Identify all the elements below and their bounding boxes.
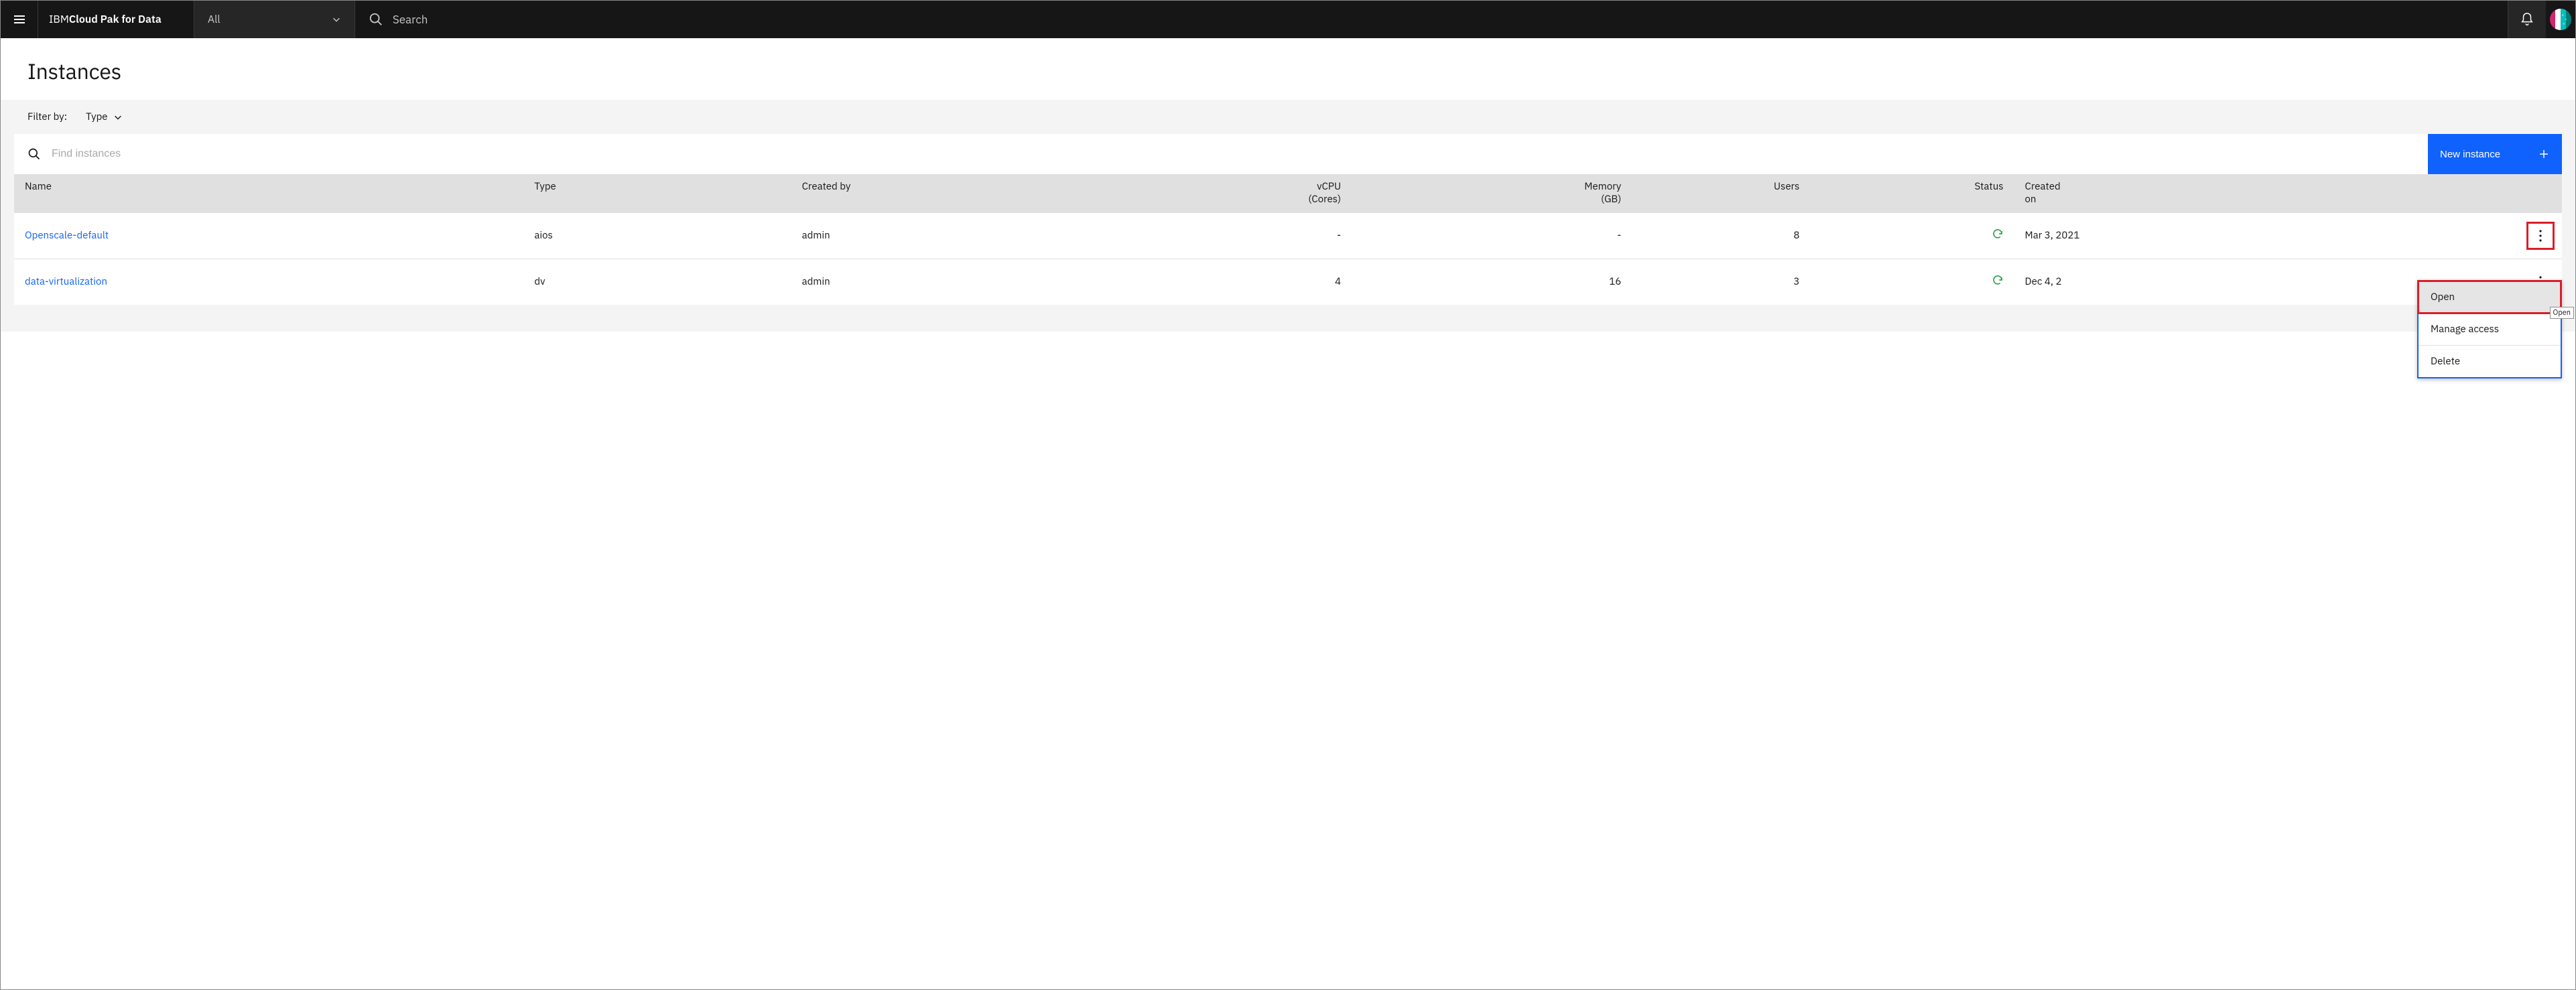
- instance-name-link[interactable]: Openscale-default: [25, 229, 109, 242]
- search-icon: [369, 12, 383, 27]
- col-actions: [2422, 174, 2562, 213]
- col-memory: Memory (GB): [1352, 174, 1632, 213]
- bell-icon: [2520, 12, 2534, 27]
- scope-dropdown[interactable]: All: [194, 1, 355, 38]
- cell-created-by: admin: [791, 259, 1072, 305]
- find-instances-input[interactable]: [52, 148, 2414, 160]
- brand-prefix: IBM: [49, 13, 69, 26]
- notifications-button[interactable]: [2508, 1, 2546, 38]
- cell-status: [1810, 259, 2014, 305]
- instance-name-link[interactable]: data-virtualization: [25, 275, 107, 288]
- instances-table: Name Type Created by vCPU (Cores) Memory…: [14, 174, 2562, 305]
- table-header: Name Type Created by vCPU (Cores) Memory…: [14, 174, 2562, 213]
- filter-type-dropdown[interactable]: Type: [86, 111, 122, 123]
- table-row: data-virtualization dv admin 4 16 3 Dec …: [14, 259, 2562, 305]
- chevron-down-icon: [332, 15, 341, 24]
- global-search[interactable]: Search: [355, 1, 2508, 38]
- status-running-icon: [1992, 274, 2004, 286]
- avatar-icon: [2550, 9, 2571, 30]
- cell-memory: 16: [1352, 259, 1632, 305]
- col-created-by: Created by: [791, 174, 1072, 213]
- cell-users: 8: [1632, 213, 1810, 259]
- col-vcpu-l1: vCPU: [1317, 180, 1341, 193]
- col-mem-l2: (GB): [1362, 194, 1621, 206]
- col-created-on-l1: Created: [2025, 180, 2061, 193]
- chevron-down-icon: [113, 113, 123, 122]
- page-header: Instances: [1, 38, 2575, 100]
- col-created-on: Created on: [2014, 174, 2422, 213]
- col-vcpu-l2: (Cores): [1082, 194, 1341, 206]
- page-title: Instances: [27, 57, 2549, 85]
- cell-status: [1810, 213, 2014, 259]
- cell-created-on: Dec 4, 2: [2014, 259, 2422, 305]
- cell-users: 3: [1632, 259, 1810, 305]
- find-instances-search[interactable]: [14, 134, 2428, 174]
- col-type: Type: [523, 174, 791, 213]
- cell-created-by: admin: [791, 213, 1072, 259]
- hamburger-icon: [13, 13, 26, 26]
- menu-item-manage-access[interactable]: Manage access: [2419, 313, 2561, 345]
- filter-type-label: Type: [86, 111, 107, 123]
- col-mem-l1: Memory: [1584, 180, 1621, 193]
- cell-type: dv: [523, 259, 791, 305]
- col-created-on-l2: on: [2025, 194, 2411, 206]
- row-actions-button[interactable]: [2530, 225, 2551, 246]
- table-row: Openscale-default aios admin - - 8 Mar 3…: [14, 213, 2562, 259]
- col-name: Name: [14, 174, 523, 213]
- topbar: IBM Cloud Pak for Data All Search: [1, 1, 2575, 38]
- new-instance-label: New instance: [2440, 149, 2500, 160]
- user-avatar[interactable]: [2546, 1, 2575, 38]
- menu-toggle-button[interactable]: [1, 1, 38, 38]
- filter-bar: Filter by: Type: [1, 100, 2575, 134]
- new-instance-button[interactable]: New instance: [2428, 134, 2562, 174]
- toolbar-row: New instance: [14, 134, 2562, 174]
- instances-card: New instance Name Type Created by: [14, 134, 2562, 305]
- search-icon: [27, 147, 41, 161]
- app-frame: IBM Cloud Pak for Data All Search Instan…: [0, 0, 2576, 990]
- content-area: New instance Name Type Created by: [1, 134, 2575, 332]
- overflow-menu-icon: [2539, 230, 2542, 242]
- plus-icon: [2538, 148, 2550, 160]
- menu-item-open[interactable]: Open: [2419, 281, 2561, 313]
- brand-label: IBM Cloud Pak for Data: [38, 1, 194, 38]
- scope-label: All: [208, 13, 220, 26]
- col-vcpu: vCPU (Cores): [1072, 174, 1352, 213]
- col-users: Users: [1632, 174, 1810, 213]
- cell-type: aios: [523, 213, 791, 259]
- search-placeholder: Search: [393, 12, 428, 27]
- menu-item-delete[interactable]: Delete: [2419, 345, 2561, 377]
- row-actions-menu: Open Manage access Delete: [2417, 280, 2562, 378]
- tooltip-open: Open: [2550, 307, 2574, 319]
- cell-vcpu: 4: [1072, 259, 1352, 305]
- cell-created-on: Mar 3, 2021: [2014, 213, 2422, 259]
- brand-product: Cloud Pak for Data: [69, 13, 162, 26]
- status-running-icon: [1992, 228, 2004, 240]
- cell-memory: -: [1352, 213, 1632, 259]
- filter-by-label: Filter by:: [27, 111, 67, 123]
- cell-vcpu: -: [1072, 213, 1352, 259]
- col-created-by-label: Created by: [802, 180, 851, 193]
- col-status: Status: [1810, 174, 2014, 213]
